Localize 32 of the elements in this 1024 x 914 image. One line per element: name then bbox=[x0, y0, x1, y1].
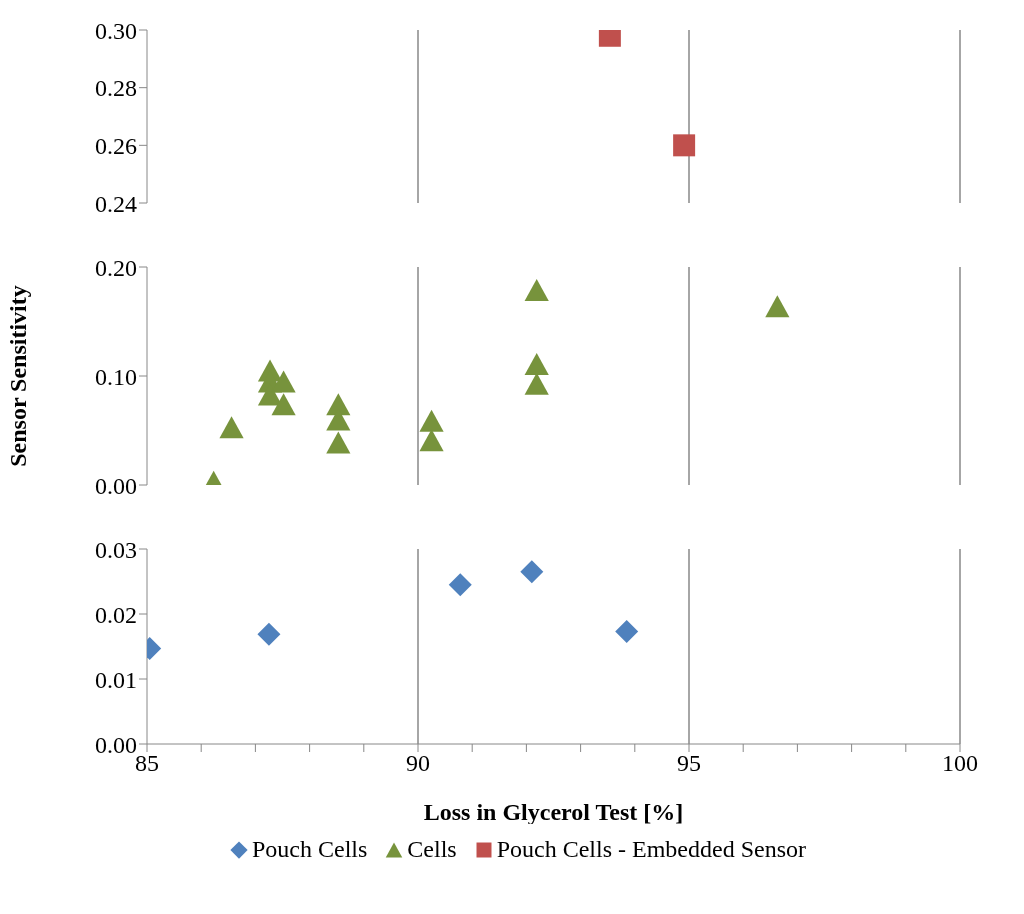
x-tick-label: 90 bbox=[406, 750, 430, 777]
legend-label: Pouch Cells - Embedded Sensor bbox=[496, 836, 806, 863]
y-tick-label: 0.24 bbox=[95, 190, 137, 217]
point bbox=[219, 416, 244, 439]
point bbox=[419, 429, 444, 452]
y-tick-label: 0.03 bbox=[95, 536, 137, 563]
x-tick-label: 100 bbox=[942, 750, 978, 777]
y-axis-title: Sensor Sensitivity bbox=[4, 285, 31, 467]
point bbox=[271, 393, 296, 416]
y-tick-label: 0.20 bbox=[95, 254, 137, 281]
point bbox=[524, 372, 549, 395]
x-tick-label: 85 bbox=[135, 750, 159, 777]
y-tick-label: 0.30 bbox=[95, 17, 137, 44]
point bbox=[765, 295, 790, 318]
point bbox=[448, 573, 472, 597]
point bbox=[257, 622, 281, 646]
y-tick-label: 0.10 bbox=[95, 363, 137, 390]
x-tick-label: 95 bbox=[677, 750, 701, 777]
y-tick-label: 0.00 bbox=[95, 731, 137, 758]
point bbox=[615, 620, 639, 644]
legend-label: Pouch Cells bbox=[252, 836, 368, 863]
point bbox=[419, 409, 444, 432]
legend-label: Cells bbox=[407, 836, 457, 863]
y-tick-label: 0.26 bbox=[95, 132, 137, 159]
y-tick-label: 0.00 bbox=[95, 472, 137, 499]
point bbox=[524, 353, 549, 376]
point bbox=[524, 278, 549, 301]
point bbox=[520, 560, 544, 584]
y-tick-label: 0.28 bbox=[95, 75, 137, 102]
y-tick-label: 0.02 bbox=[95, 601, 137, 628]
y-tick-label: 0.01 bbox=[95, 666, 137, 693]
point bbox=[326, 431, 351, 454]
